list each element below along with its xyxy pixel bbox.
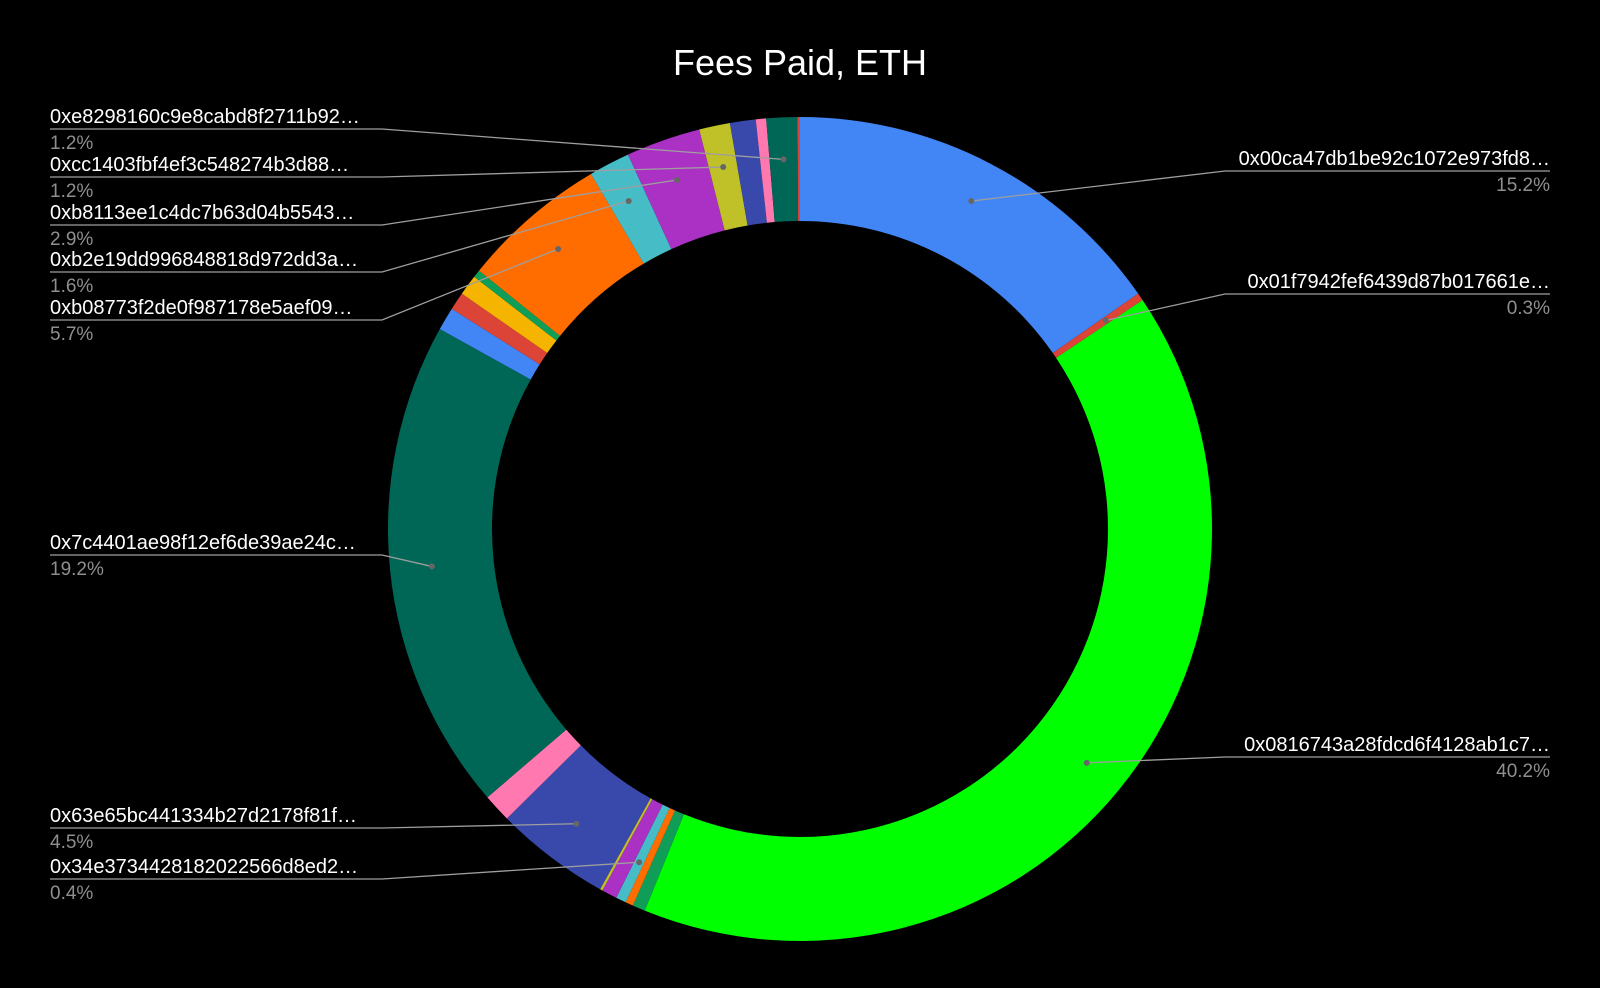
leader-line (50, 248, 559, 321)
donut-slice[interactable] (729, 119, 767, 226)
donut-slices (387, 117, 1212, 941)
donut-slice[interactable] (506, 745, 651, 890)
slice-label: 0xb2e19dd996848818d972dd3a… (50, 249, 358, 271)
leader-line (50, 166, 724, 178)
slice-percent-label: 5.7% (50, 324, 93, 345)
slice-labels: 0x00ca47db1be92c1072e973fd8… 15.2% 0x01f79… (50, 106, 1550, 904)
donut-slice[interactable] (439, 308, 540, 380)
slice-label: 0xb8113ee1c4dc7b63d04b5543… (50, 202, 354, 224)
donut-slice[interactable] (644, 300, 1212, 941)
slice-percent-label: 4.5% (50, 832, 93, 853)
slice-percent-label: 15.2% (1496, 175, 1550, 196)
donut-slice[interactable] (387, 329, 567, 798)
leader-line (971, 170, 1550, 202)
slice-percent-label: 40.2% (1496, 761, 1550, 782)
leader-line (50, 128, 784, 161)
leader-dot (573, 820, 580, 827)
donut-slice[interactable] (451, 293, 548, 365)
donut-slice[interactable] (766, 117, 799, 223)
leader-dot (780, 156, 787, 163)
leader-dot (625, 198, 632, 205)
donut-slice[interactable] (474, 270, 561, 341)
donut-slice[interactable] (627, 129, 725, 250)
donut-slice[interactable] (632, 810, 684, 911)
leader-line (1105, 293, 1550, 322)
leader-dot (968, 198, 975, 205)
leader-dot (428, 563, 435, 570)
leader-dot (555, 246, 562, 253)
slice-percent-label: 1.6% (50, 276, 93, 297)
leader-dot (720, 164, 727, 171)
leader-line (50, 179, 678, 226)
donut-slice[interactable] (699, 123, 748, 231)
slice-percent-label: 0.4% (50, 883, 93, 904)
leader-line (50, 200, 629, 273)
slice-label: 0x0816743a28fdcd6f4128ab1c7… (1244, 734, 1550, 756)
slice-percent-label: 1.2% (50, 133, 93, 154)
donut-slice[interactable] (616, 804, 670, 903)
leader-dot (1083, 759, 1090, 766)
slice-percent-label: 2.9% (50, 229, 93, 250)
slice-percent-label: 1.2% (50, 181, 93, 202)
leader-dot (1102, 317, 1109, 324)
leader-line (1086, 756, 1550, 764)
leader-dot (674, 177, 681, 184)
donut-slice[interactable] (1052, 293, 1143, 358)
leader-line (50, 823, 577, 829)
slice-label: 0x34e3734428182022566d8ed2… (50, 856, 358, 878)
chart-title: Fees Paid, ETH (672, 42, 928, 83)
donut-slice[interactable] (602, 799, 663, 898)
donut-slice[interactable] (625, 808, 675, 906)
leader-line (50, 554, 433, 568)
slice-label: 0x00ca47db1be92c1072e973fd8… (1239, 148, 1550, 170)
slice-label: 0x01f7942fef6439d87b017661e… (1248, 271, 1551, 293)
donut-slice[interactable] (479, 173, 644, 336)
leader-line (50, 861, 640, 880)
donut-slice[interactable] (590, 154, 672, 264)
donut-slice[interactable] (600, 798, 653, 891)
slice-label: 0x63e65bc441334b27d2178f81f… (50, 805, 357, 827)
slice-label: 0xcc1403fbf4ef3c548274b3d88… (50, 154, 349, 176)
slice-label: 0x7c4401ae98f12ef6de39ae24c… (50, 532, 356, 554)
slice-label: 0xe8298160c9e8cabd8f2711b92… (50, 106, 360, 128)
leader-dot (636, 859, 643, 866)
leader-lines (50, 128, 1550, 880)
slice-label: 0xb08773f2de0f987178e5aef09… (50, 297, 353, 319)
donut-slice[interactable] (487, 729, 581, 819)
donut-slice[interactable] (800, 117, 1139, 354)
slice-percent-label: 19.2% (50, 559, 104, 580)
donut-slice[interactable] (461, 276, 557, 354)
donut-slice[interactable] (755, 118, 775, 223)
donut-slice[interactable] (797, 117, 800, 222)
slice-percent-label: 0.3% (1507, 298, 1550, 319)
